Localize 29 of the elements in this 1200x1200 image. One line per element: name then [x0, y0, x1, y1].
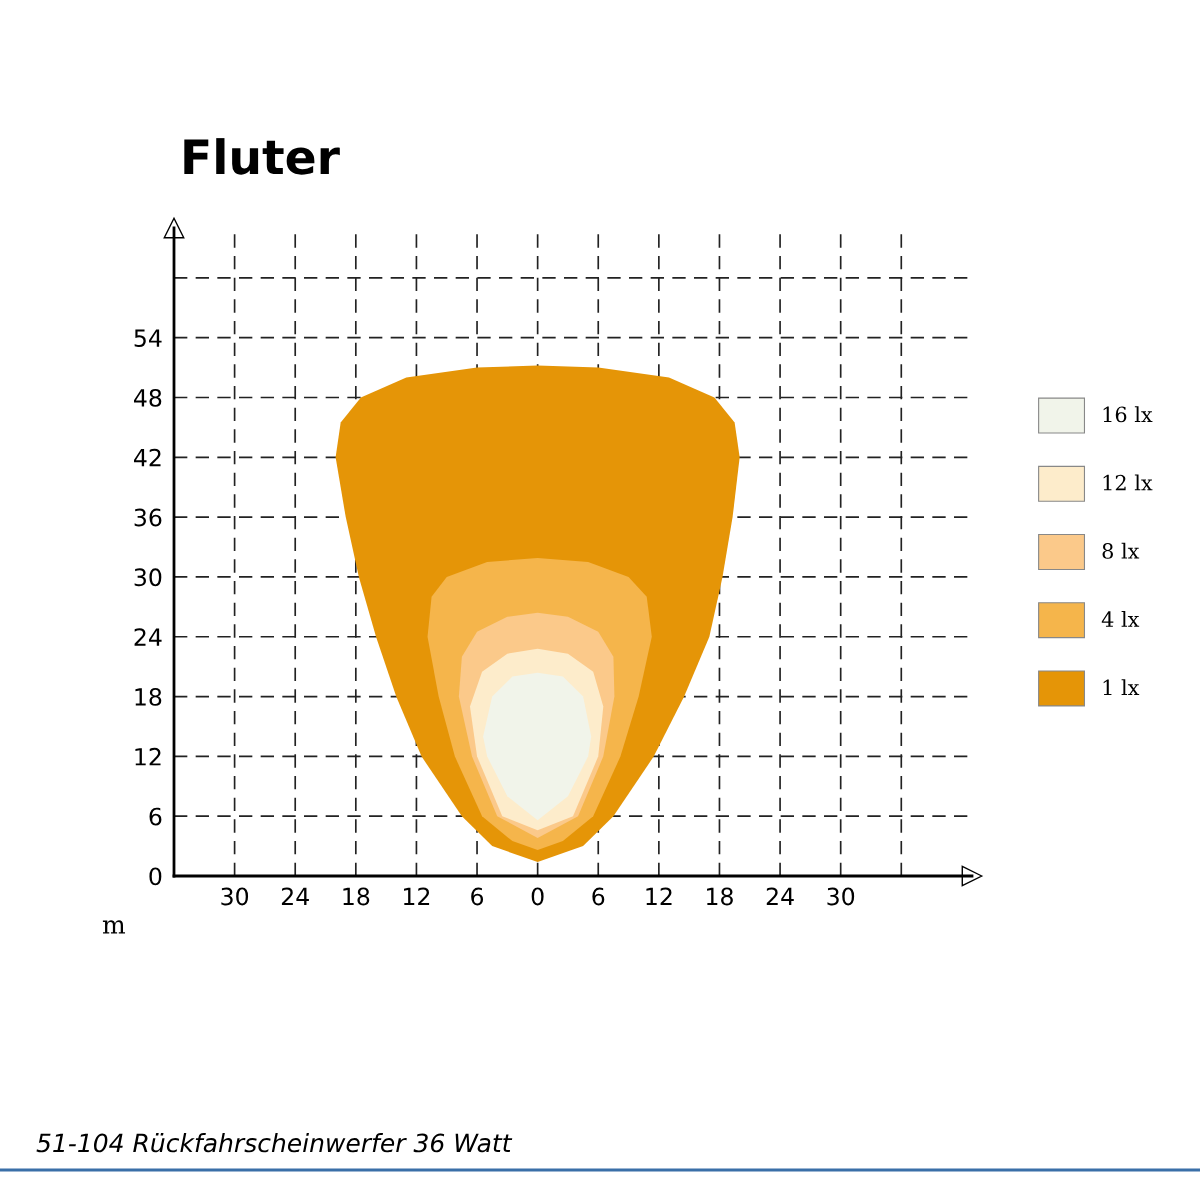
y-tick-label: 12	[135, 747, 161, 766]
chart-title: Fluter	[184, 138, 340, 175]
y-tick-label: 18	[135, 688, 162, 706]
legend-label: 1 lx	[1103, 679, 1140, 695]
x-tick-label: 18	[707, 887, 733, 906]
x-tick-label: 24	[281, 887, 309, 906]
y-tick-label: 36	[134, 508, 162, 527]
text: m	[102, 920, 126, 934]
x-tick-label: 12	[646, 887, 672, 906]
x-tick-label: 24	[766, 887, 794, 906]
y-tick-label: 24	[134, 628, 162, 646]
x-tick-label: 30	[221, 887, 249, 906]
legend-label: 12 lx	[1103, 474, 1153, 491]
text: 51-104 Rückfahrscheinwerfer 36 Watt	[36, 1133, 513, 1153]
x-tick-label: 12	[404, 887, 430, 906]
x-tick-label: 6	[592, 887, 605, 906]
y-tick-label: 54	[134, 329, 162, 347]
legend-label: 4 lx	[1101, 610, 1140, 627]
y-tick-label: 6	[149, 807, 162, 826]
x-tick-label: 0	[531, 887, 544, 906]
y-tick-label: 30	[134, 568, 162, 587]
x-tick-label: 18	[343, 887, 370, 906]
x-tick-label: 6	[471, 887, 484, 906]
legend-label: 8 lx	[1102, 542, 1140, 559]
x-tick-label: 30	[827, 887, 855, 906]
y-tick-label: 0	[149, 867, 162, 886]
legend-label: 16 lx	[1103, 406, 1153, 423]
y-tick-label: 42	[134, 448, 161, 467]
y-tick-label: 48	[134, 388, 162, 407]
